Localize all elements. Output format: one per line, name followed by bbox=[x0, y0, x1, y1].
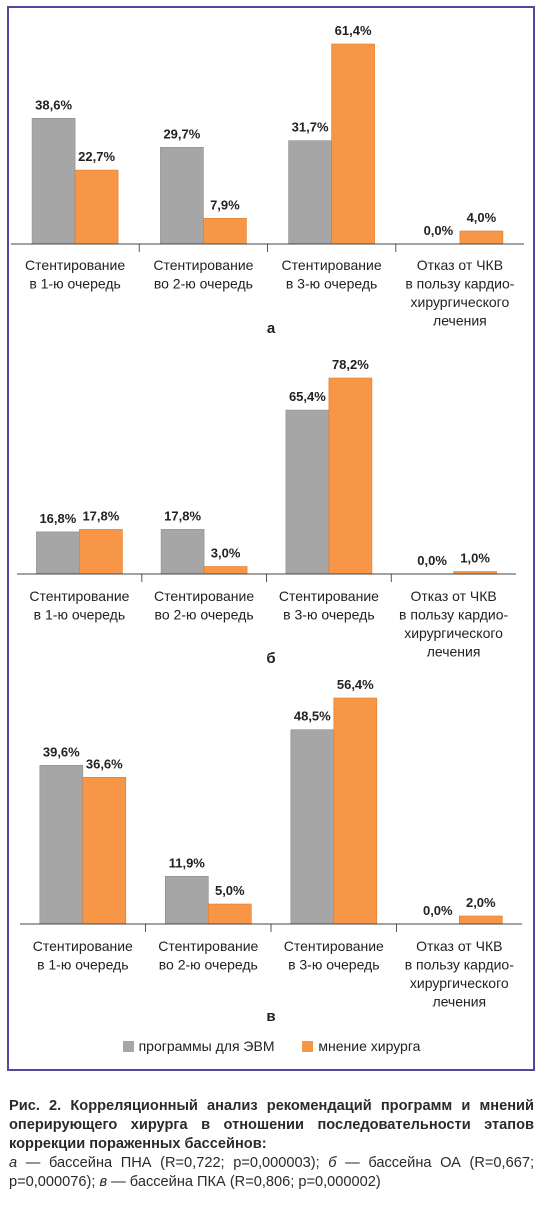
category-label-а-1-line2: во 2-ю очередь bbox=[154, 276, 253, 292]
caption-text-b: — бассейна ОА (R=0,667; p=0,000076); bbox=[9, 1155, 534, 1190]
category-label-в-0-line2: в 1-ю очередь bbox=[37, 957, 128, 973]
data-label-а-1-s2: 7,9% bbox=[210, 197, 240, 212]
bar-а-0-s2 bbox=[74, 169, 119, 245]
legend-label-surgeon: мнение хирурга bbox=[318, 1038, 421, 1054]
data-label-б-0-s1: 16,8% bbox=[39, 511, 76, 526]
category-label-а-3-line2: в пользу кардио- bbox=[405, 276, 514, 292]
figure-caption: Рис. 2. Корреляционный анализ рекомендац… bbox=[9, 1097, 534, 1192]
bar-а-2-s2 bbox=[331, 43, 375, 245]
bar-в-2-s1 bbox=[290, 729, 335, 925]
panel-label-в: в bbox=[266, 1008, 275, 1025]
category-label-в-1-line1: Стентирование bbox=[158, 938, 258, 954]
category-label-б-3-line4: лечения bbox=[427, 644, 481, 660]
legend-item-programs: программы для ЭВМ bbox=[122, 1038, 275, 1054]
data-label-в-0-s1: 39,6% bbox=[43, 744, 80, 759]
category-label-б-3-line3: хирургического bbox=[404, 625, 503, 641]
legend-label-programs: программы для ЭВМ bbox=[138, 1038, 275, 1054]
caption-text-a: — бассейна ПНА (R=0,722; p=0,000003); bbox=[17, 1155, 329, 1171]
category-label-в-3-line4: лечения bbox=[432, 994, 486, 1010]
bar-в-1-s1 bbox=[165, 875, 209, 925]
data-label-в-2-s1: 48,5% bbox=[294, 709, 331, 724]
category-label-в-0-line1: Стентирование bbox=[33, 938, 133, 954]
category-label-б-1-line2: во 2-ю очередь bbox=[155, 607, 254, 623]
bar-а-2-s1 bbox=[288, 140, 332, 245]
bar-б-1-s2 bbox=[203, 566, 248, 575]
data-label-а-2-s2: 61,4% bbox=[335, 23, 372, 38]
category-label-а-1-line1: Стентирование bbox=[153, 257, 253, 273]
bar-а-3-s2 bbox=[459, 230, 504, 245]
data-label-в-1-s1: 11,9% bbox=[169, 855, 206, 870]
data-label-а-0-s2: 22,7% bbox=[78, 149, 115, 164]
panel-label-а: а bbox=[267, 320, 276, 337]
bar-б-0-s1 bbox=[36, 531, 80, 575]
data-label-в-3-s1: 0,0% bbox=[423, 903, 453, 918]
bar-а-0-s1 bbox=[31, 118, 76, 245]
category-label-б-0-line1: Стентирование bbox=[29, 588, 129, 604]
legend-swatch-programs bbox=[122, 1040, 134, 1052]
data-label-б-2-s1: 65,4% bbox=[289, 389, 326, 404]
category-label-а-0-line2: в 1-ю очередь bbox=[29, 276, 120, 292]
data-label-б-2-s2: 78,2% bbox=[332, 357, 369, 372]
data-label-в-0-s2: 36,6% bbox=[86, 756, 123, 771]
bar-б-2-s1 bbox=[285, 409, 330, 575]
category-label-б-2-line1: Стентирование bbox=[279, 588, 379, 604]
category-label-в-2-line2: в 3-ю очередь bbox=[288, 957, 379, 973]
category-label-в-1-line2: во 2-ю очередь bbox=[159, 957, 258, 973]
data-label-б-3-s2: 1,0% bbox=[460, 551, 490, 566]
data-label-а-3-s2: 4,0% bbox=[467, 210, 497, 225]
bar-в-0-s1 bbox=[39, 764, 84, 925]
category-label-а-3-line1: Отказ от ЧКВ bbox=[417, 257, 503, 273]
category-label-б-0-line2: в 1-ю очередь bbox=[34, 607, 125, 623]
data-label-в-3-s2: 2,0% bbox=[466, 895, 496, 910]
category-label-в-3-line1: Отказ от ЧКВ bbox=[416, 938, 502, 954]
category-label-а-2-line2: в 3-ю очередь bbox=[286, 276, 377, 292]
data-label-в-1-s2: 5,0% bbox=[215, 883, 245, 898]
legend-item-surgeon: мнение хирурга bbox=[302, 1038, 420, 1054]
category-label-а-0-line1: Стентирование bbox=[25, 257, 125, 273]
legend: программы для ЭВМ мнение хирурга bbox=[0, 1038, 543, 1055]
data-label-б-0-s2: 17,8% bbox=[82, 508, 119, 523]
data-label-а-3-s1: 0,0% bbox=[424, 223, 454, 238]
caption-letter-a: а bbox=[9, 1155, 18, 1171]
category-label-б-3-line1: Отказ от ЧКВ bbox=[410, 588, 496, 604]
category-label-б-1-line1: Стентирование bbox=[154, 588, 254, 604]
category-label-б-2-line2: в 3-ю очередь bbox=[283, 607, 374, 623]
data-label-а-0-s1: 38,6% bbox=[35, 97, 72, 112]
category-label-а-2-line1: Стентирование bbox=[282, 257, 382, 273]
bar-а-1-s1 bbox=[160, 147, 204, 245]
data-label-а-1-s1: 29,7% bbox=[163, 126, 200, 141]
panel-label-б: б bbox=[266, 650, 275, 667]
data-label-б-1-s2: 3,0% bbox=[211, 546, 241, 561]
bar-б-2-s2 bbox=[328, 377, 373, 575]
data-label-б-3-s1: 0,0% bbox=[417, 553, 447, 568]
caption-letter-v: в bbox=[99, 1174, 108, 1190]
bar-а-1-s2 bbox=[203, 218, 247, 245]
category-label-а-3-line3: хирургического bbox=[411, 294, 510, 310]
category-label-в-2-line1: Стентирование bbox=[284, 938, 384, 954]
caption-title: Рис. 2. Корреляционный анализ рекомендац… bbox=[9, 1098, 534, 1152]
data-label-в-2-s2: 56,4% bbox=[337, 677, 374, 692]
bar-в-0-s2 bbox=[82, 776, 127, 925]
bar-в-1-s2 bbox=[208, 903, 252, 925]
caption-letter-b: б bbox=[328, 1155, 337, 1171]
category-label-в-3-line2: в пользу кардио- bbox=[405, 957, 514, 973]
category-label-в-3-line3: хирургического bbox=[410, 975, 509, 991]
data-label-а-2-s1: 31,7% bbox=[292, 120, 329, 135]
bar-б-0-s2 bbox=[79, 529, 123, 575]
legend-swatch-surgeon bbox=[302, 1040, 314, 1052]
category-label-а-3-line4: лечения bbox=[433, 313, 487, 329]
data-label-б-1-s1: 17,8% bbox=[164, 508, 201, 523]
category-label-б-3-line2: в пользу кардио- bbox=[399, 607, 508, 623]
bar-б-1-s1 bbox=[160, 529, 205, 575]
caption-text-v: — бассейна ПКА (R=0,806; p=0,000002) bbox=[107, 1174, 381, 1190]
bar-в-2-s2 bbox=[333, 697, 378, 925]
bar-в-3-s2 bbox=[458, 915, 503, 925]
